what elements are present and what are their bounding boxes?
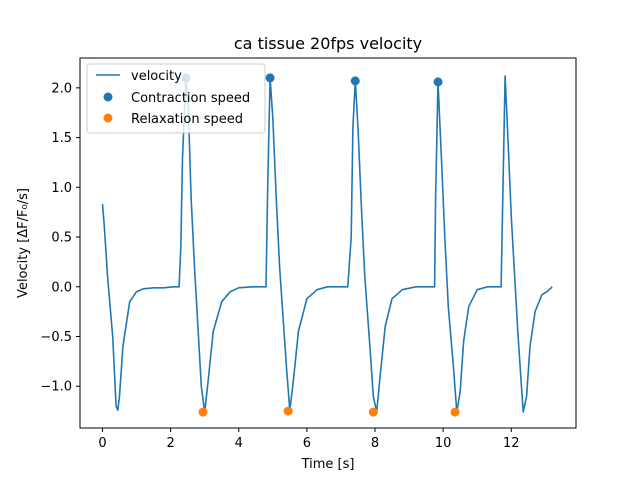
x-tick-label: 10 [435, 436, 452, 451]
plot-frame [79, 57, 577, 429]
legend-relaxation-label: Relaxation speed [131, 112, 243, 127]
x-axis-label: Time [s] [301, 457, 355, 472]
series-layer [101, 73, 553, 417]
relaxation-speed-point [283, 406, 293, 416]
x-tick-label: 6 [303, 436, 311, 451]
legend-velocity-label: velocity [131, 69, 182, 84]
chart-title: ca tissue 20fps velocity [234, 34, 422, 53]
relaxation-speed-point [368, 407, 378, 417]
y-tick-label: 1.0 [51, 181, 72, 196]
contraction-speed-point [350, 76, 360, 86]
contraction-speed-point [433, 77, 443, 87]
y-tick-label: 0.5 [51, 231, 72, 246]
contraction-speed-point [265, 73, 275, 83]
y-tick-label: −0.5 [40, 330, 72, 345]
y-tick-label: 0.0 [51, 280, 72, 295]
x-tick-label: 2 [166, 436, 174, 451]
legend: velocity Contraction speed Relaxation sp… [86, 63, 266, 134]
x-tick-label: 0 [98, 436, 106, 451]
series-velocity-line [101, 75, 553, 413]
x-tick-label: 12 [503, 436, 520, 451]
legend-contraction-label: Contraction speed [131, 91, 250, 106]
relaxation-speed-point [198, 407, 208, 417]
x-axis: 0 2 4 6 8 10 12 [98, 428, 520, 451]
y-tick-label: 1.5 [51, 131, 72, 146]
y-tick-label: −1.0 [40, 380, 72, 395]
legend-contraction-swatch [103, 92, 113, 102]
y-axis: −1.0 −0.5 0.0 0.5 1.0 1.5 2.0 [40, 81, 80, 395]
y-axis-label: Velocity [ΔF/F₀/s] [16, 188, 31, 298]
legend-relaxation-swatch [103, 113, 113, 123]
x-tick-label: 8 [371, 436, 379, 451]
relaxation-speed-point [450, 407, 460, 417]
y-tick-label: 2.0 [51, 81, 72, 96]
legend-box [86, 63, 266, 134]
x-tick-label: 4 [235, 436, 243, 451]
